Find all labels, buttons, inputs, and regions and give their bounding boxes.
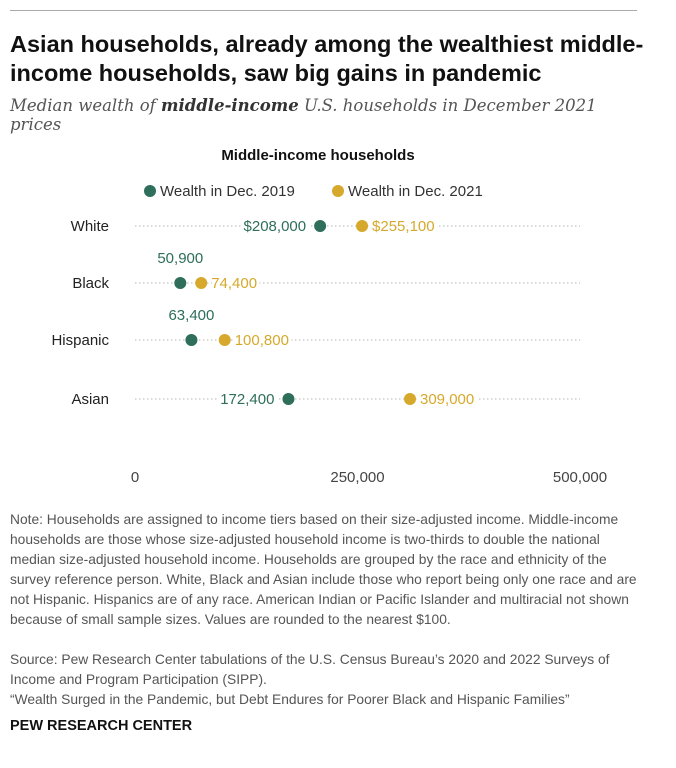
- legend-marker-2019: [144, 185, 156, 197]
- dot-2021: [218, 334, 231, 346]
- legend-label-2021: Wealth in Dec. 2021: [348, 183, 483, 200]
- category-label-white: White: [71, 218, 109, 235]
- subtitle-emphasis: middle-income: [161, 96, 299, 115]
- category-label-asian: Asian: [71, 391, 109, 408]
- chart-subtitle: Median wealth of middle-income U.S. hous…: [10, 96, 650, 134]
- x-tick-label: 500,000: [553, 469, 607, 486]
- subtitle-part-1: Median wealth of: [10, 96, 161, 115]
- value-label-2019: 50,900: [157, 250, 203, 267]
- dot-2019: [174, 277, 187, 289]
- dot-2021: [404, 393, 417, 405]
- category-label-hispanic: Hispanic: [51, 332, 109, 349]
- brand-logo-text: PEW RESEARCH CENTER: [10, 718, 193, 734]
- category-label-black: Black: [72, 275, 109, 292]
- dot-2019: [185, 334, 198, 346]
- footnote: Note: Households are assigned to income …: [10, 512, 637, 627]
- subtitle-part-2: U.S. households in December 2021 prices: [10, 96, 597, 134]
- dot-2019: [314, 220, 327, 232]
- dot-2021: [195, 277, 208, 289]
- report-title: “Wealth Surged in the Pandemic, but Debt…: [10, 692, 570, 707]
- value-label-2019: $208,000: [244, 218, 307, 235]
- source-text: Source: Pew Research Center tabulations …: [10, 652, 610, 687]
- value-label-2021: 309,000: [420, 391, 474, 408]
- value-label-2021: 74,400: [211, 275, 257, 292]
- legend-marker-2021: [332, 185, 344, 197]
- value-label-2021: 100,800: [235, 332, 289, 349]
- value-label-2021: $255,100: [372, 218, 435, 235]
- chart-title: Asian households, already among the weal…: [10, 31, 644, 86]
- dot-plot: Middle-income households Wealth in Dec. 2…: [51, 147, 607, 486]
- x-tick-label: 250,000: [330, 469, 384, 486]
- dot-2019: [282, 393, 295, 405]
- chart-heading: Middle-income households: [221, 147, 414, 164]
- value-label-2019: 172,400: [220, 391, 274, 408]
- top-rule: [10, 10, 637, 11]
- x-tick-label: 0: [131, 469, 139, 486]
- source-block: Source: Pew Research Center tabulations …: [10, 650, 640, 710]
- value-label-2019: 63,400: [168, 307, 214, 324]
- legend-label-2019: Wealth in Dec. 2019: [160, 183, 295, 200]
- dot-2021: [356, 220, 369, 232]
